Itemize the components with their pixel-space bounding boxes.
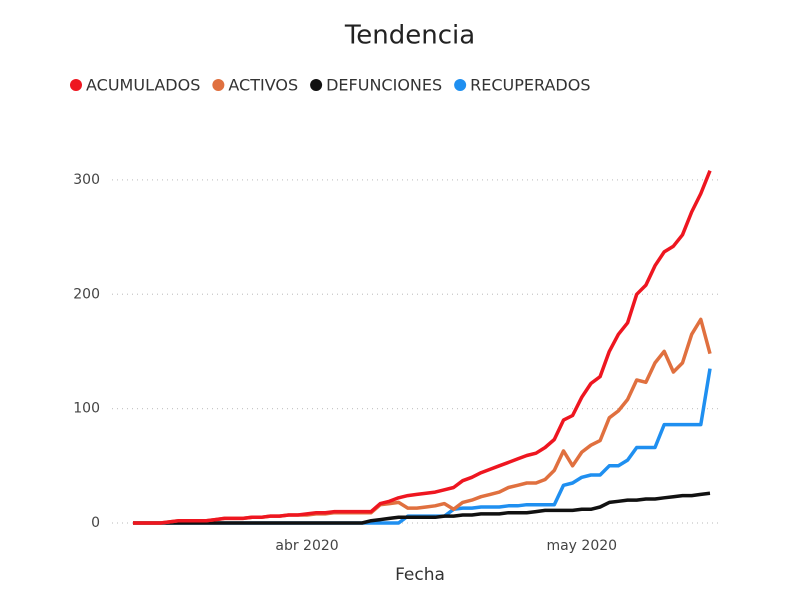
- y-tick-label: 0: [91, 515, 100, 531]
- legend-label: RECUPERADOS: [470, 76, 590, 95]
- chart-title: Tendencia: [344, 21, 475, 51]
- y-tick-label: 100: [73, 401, 100, 417]
- x-axis-label: Fecha: [395, 565, 445, 585]
- x-tick-label: abr 2020: [275, 538, 338, 554]
- y-tick-label: 300: [73, 172, 100, 188]
- series-line: [133, 491, 711, 525]
- y-tick-label: 200: [73, 286, 100, 302]
- legend-label: ACTIVOS: [228, 76, 298, 95]
- legend-label: DEFUNCIONES: [326, 76, 442, 95]
- x-tick-label: may 2020: [546, 538, 617, 554]
- legend-marker: [310, 79, 323, 91]
- series-line: [133, 170, 712, 525]
- legend-label: ACUMULADOS: [86, 76, 200, 95]
- legend-marker: [70, 79, 82, 91]
- legend-marker: [212, 79, 225, 91]
- legend-marker: [454, 79, 467, 91]
